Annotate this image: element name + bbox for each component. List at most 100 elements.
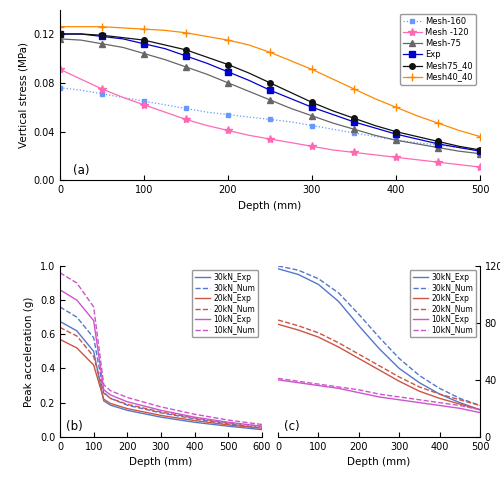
10kN_Num [158,404,164,410]
Mesh75_40 [99,32,105,38]
20kN_Exp [226,422,232,428]
Mesh75_40 [120,35,126,40]
Mesh40_40 [435,120,441,126]
Mesh-75 [372,132,378,138]
20kN_Exp [416,388,422,394]
Line: Mesh -120: Mesh -120 [56,65,484,171]
Mesh-160 [414,140,420,145]
20kN_Num [101,390,107,396]
Mesh -120 [204,123,210,129]
Mesh75_40 [435,139,441,144]
10kN_Num [457,403,463,408]
Exp [435,141,441,147]
Exp [57,31,63,37]
20kN_Num [477,403,483,408]
Mesh -120 [456,162,462,168]
Mesh -120 [120,95,126,100]
Mesh40_40 [309,67,315,72]
Mesh75_40 [204,54,210,60]
10kN_Num [108,388,114,394]
Mesh75_40 [309,99,315,105]
Mesh-75 [288,106,294,111]
20kN_Exp [158,413,164,419]
Line: 10kN_Num: 10kN_Num [60,273,262,424]
10kN_Exp [90,318,96,324]
30kN_Exp [416,380,422,385]
20kN_Num [158,409,164,415]
Mesh40_40 [351,86,357,92]
20kN_Num [90,354,96,360]
Text: (b): (b) [66,420,83,433]
10kN_Num [57,270,63,276]
Line: 30kN_Exp: 30kN_Exp [278,269,480,410]
Mesh-160 [183,106,189,111]
Exp [414,136,420,142]
Y-axis label: Vertical stress (MPa): Vertical stress (MPa) [18,42,28,148]
30kN_Exp [296,272,302,277]
Line: 20kN_Exp: 20kN_Exp [60,339,262,428]
Mesh75_40 [477,147,483,153]
20kN_Exp [57,336,63,342]
Mesh -120 [309,144,315,149]
10kN_Num [436,400,442,406]
10kN_Num [336,384,342,390]
10kN_Num [275,375,281,381]
30kN_Num [259,425,265,431]
Mesh75_40 [246,70,252,76]
30kN_Num [275,263,281,269]
20kN_Exp [457,401,463,407]
Mesh75_40 [393,129,399,134]
Mesh-75 [435,144,441,150]
Mesh-160 [372,133,378,139]
Mesh-75 [141,51,147,57]
Mesh40_40 [162,27,168,33]
10kN_Exp [226,420,232,425]
Mesh -120 [141,102,147,108]
20kN_Num [356,351,362,357]
Mesh40_40 [330,76,336,82]
Mesh75_40 [456,144,462,149]
30kN_Exp [101,398,107,404]
Text: (a): (a) [72,164,89,177]
30kN_Exp [336,299,342,304]
Mesh -120 [330,147,336,153]
Mesh-75 [267,97,273,103]
20kN_Exp [275,322,281,327]
Mesh-75 [99,41,105,47]
30kN_Exp [316,282,322,288]
20kN_Num [316,330,322,336]
30kN_Num [396,356,402,361]
Mesh-160 [162,102,168,108]
20kN_Num [226,420,232,426]
Mesh-75 [183,64,189,70]
20kN_Num [436,391,442,397]
Exp [309,104,315,110]
10kN_Num [124,395,130,400]
30kN_Num [74,314,80,320]
20kN_Exp [259,425,265,431]
20kN_Num [275,317,281,323]
20kN_Exp [336,344,342,350]
10kN_Exp [457,406,463,411]
20kN_Exp [108,401,114,407]
Mesh-75 [351,126,357,132]
Exp [288,96,294,102]
Mesh-75 [225,80,231,86]
Line: Mesh-75: Mesh-75 [57,36,483,156]
Line: 20kN_Num: 20kN_Num [278,320,480,406]
Exp [246,77,252,83]
Mesh-75 [456,148,462,154]
20kN_Num [416,384,422,390]
20kN_Num [376,363,382,369]
30kN_Exp [158,414,164,420]
Mesh40_40 [204,34,210,39]
X-axis label: Depth (mm): Depth (mm) [130,457,192,467]
Mesh -120 [78,76,84,82]
30kN_Exp [124,408,130,413]
30kN_Num [108,396,114,401]
Mesh75_40 [225,61,231,67]
Mesh-160 [393,137,399,143]
Exp [456,144,462,150]
30kN_Num [57,304,63,310]
20kN_Exp [396,378,402,384]
